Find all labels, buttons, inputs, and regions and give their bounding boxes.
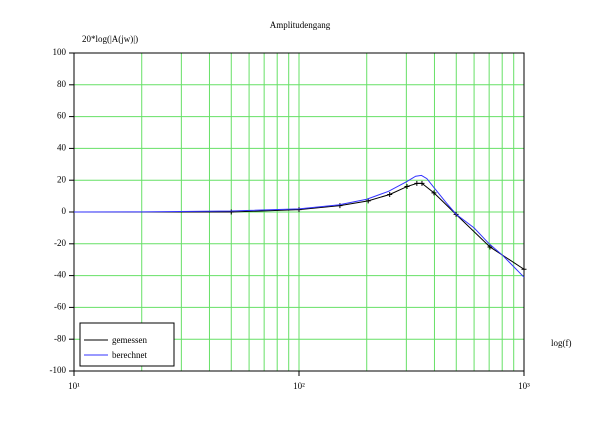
y-tick-label: 0 — [62, 206, 67, 216]
x-tick-label: 10³ — [518, 381, 530, 391]
y-tick-label: -100 — [50, 365, 67, 375]
point-marker — [414, 180, 420, 186]
point-marker — [296, 207, 302, 213]
point-marker — [431, 190, 437, 196]
point-marker — [387, 192, 393, 198]
point-marker — [228, 209, 234, 215]
line-series — [73, 174, 525, 278]
y-tick-label: -80 — [54, 333, 66, 343]
x-axis-label: log(f) — [551, 338, 572, 348]
x-tick-label: 10¹ — [68, 381, 80, 391]
y-tick-label: 40 — [57, 142, 67, 152]
point-marker — [419, 180, 425, 186]
y-axis-label: 20*log(|A(jw)|) — [82, 34, 138, 44]
y-tick-label: 80 — [57, 79, 67, 89]
y-tick-label: 100 — [53, 47, 67, 57]
chart-title: Amplitudengang — [270, 20, 331, 30]
point-marker — [404, 184, 410, 190]
x-tick-label: 10² — [293, 381, 305, 391]
point-marker — [487, 244, 493, 250]
point-marker — [337, 203, 343, 209]
y-tick-label: 60 — [57, 111, 67, 121]
legend: gemessen berechnet — [79, 322, 175, 367]
legend-label: gemessen — [112, 335, 147, 345]
legend-label: berechnet — [112, 350, 147, 360]
y-tick-label: -20 — [54, 238, 66, 248]
y-tick-label: 20 — [57, 174, 67, 184]
legend-box — [79, 322, 175, 367]
y-tick-label: -60 — [54, 301, 66, 311]
point-marker — [521, 266, 527, 272]
y-tick-label: -40 — [54, 270, 66, 280]
